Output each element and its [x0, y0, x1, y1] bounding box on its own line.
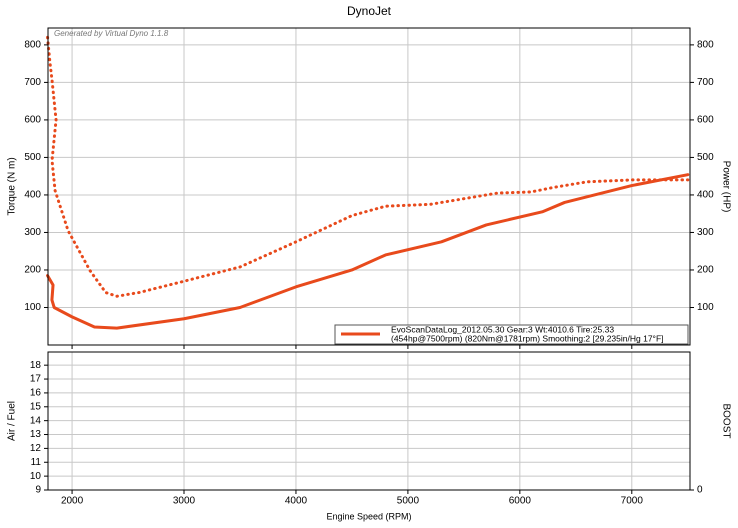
y-tick-label: 700 [24, 77, 41, 88]
y2-tick-label: 800 [697, 40, 714, 51]
x-tick-label: 4000 [285, 496, 308, 507]
y-tick-label: 15 [30, 401, 42, 412]
y2-tick-label: 400 [697, 190, 714, 201]
y-tick-label: 500 [24, 152, 41, 163]
y-axis-label: Torque (N m) [7, 157, 18, 215]
plot-frame [47, 351, 691, 491]
y2-tick-label: 600 [697, 115, 714, 126]
series-line [46, 173, 690, 330]
y-tick-label: 400 [24, 190, 41, 201]
chart-title: DynoJet [347, 4, 392, 18]
y-tick-label: 800 [24, 40, 41, 51]
x-tick-label: 2000 [61, 496, 84, 507]
y2-tick-label: 300 [697, 227, 714, 238]
legend-label: (454hp@7500rpm) (820Nm@1781rpm) Smoothin… [391, 333, 664, 343]
y-tick-label: 600 [24, 115, 41, 126]
y-tick-label: 17 [30, 374, 42, 385]
y2-axis-label: BOOST [720, 403, 731, 438]
legend-box [334, 324, 689, 345]
y-tick-label: 300 [24, 227, 41, 238]
series-line [46, 35, 690, 298]
y-tick-label: 13 [30, 429, 42, 440]
y-tick-label: 12 [30, 443, 42, 454]
y-tick-label: 10 [30, 471, 42, 482]
annotation: Generated by Virtual Dyno 1.1.8 [54, 29, 169, 38]
y-tick-label: 11 [31, 457, 42, 468]
plot-area [48, 28, 690, 345]
x-tick-label: 5000 [397, 496, 420, 507]
y-tick-label: 9 [35, 485, 41, 496]
y-tick-label: 18 [30, 360, 42, 371]
plot-frame [47, 27, 691, 346]
y-tick-label: 100 [24, 302, 41, 313]
legend-label: EvoScanDataLog_2012.05.30 Gear:3 Wt:4010… [391, 324, 614, 334]
y-tick-label: 14 [30, 415, 42, 426]
y2-tick-label: 700 [697, 77, 714, 88]
x-tick-label: 7000 [621, 496, 644, 507]
y-tick-label: 16 [30, 388, 42, 399]
y2-axis-label: Power (HP) [720, 161, 731, 213]
y2-tick-label: 500 [697, 152, 714, 163]
y2-tick-label: 100 [697, 302, 714, 313]
x-tick-label: 6000 [509, 496, 532, 507]
x-tick-label: 3000 [173, 496, 196, 507]
y2-tick-label: 0 [697, 485, 703, 496]
x-axis-label: Engine Speed (RPM) [326, 511, 411, 521]
y2-tick-label: 200 [697, 265, 714, 276]
y-tick-label: 200 [24, 265, 41, 276]
y-axis-label: Air / Fuel [7, 401, 18, 441]
